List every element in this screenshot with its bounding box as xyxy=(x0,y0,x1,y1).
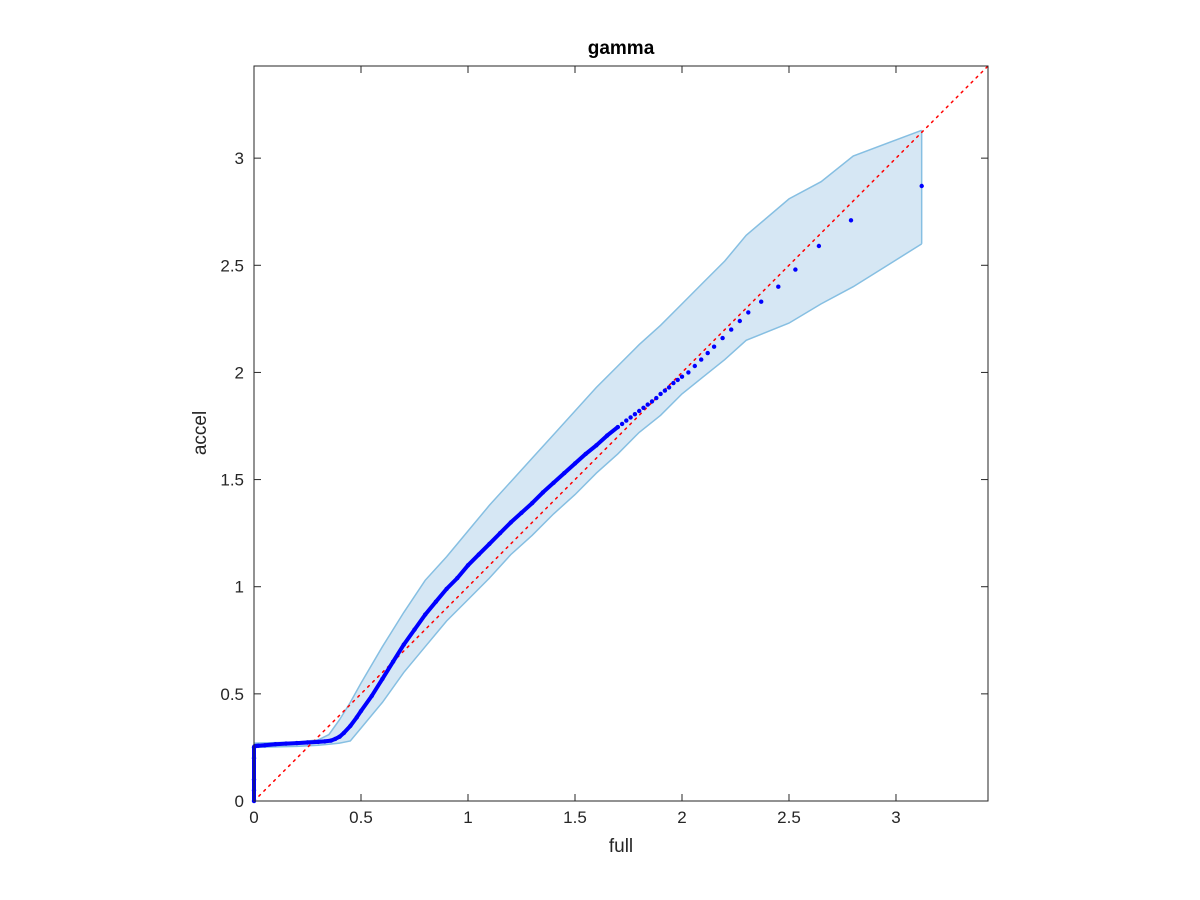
y-tick-label: 0 xyxy=(235,792,244,811)
data-point xyxy=(654,395,659,401)
data-point xyxy=(423,612,428,617)
data-point xyxy=(679,374,685,379)
x-tick-label: 0.5 xyxy=(349,808,373,827)
data-point xyxy=(615,424,620,430)
data-point xyxy=(793,267,798,272)
x-tick-label: 2.5 xyxy=(777,808,801,827)
data-point xyxy=(412,627,417,632)
data-point xyxy=(476,552,481,557)
data-point xyxy=(729,327,734,332)
y-tick-label: 1.5 xyxy=(220,471,244,490)
data-point xyxy=(919,183,924,189)
data-point xyxy=(746,310,751,315)
data-point xyxy=(848,218,854,223)
x-axis-label: full xyxy=(609,836,633,857)
data-point xyxy=(551,480,556,485)
data-point xyxy=(699,357,704,362)
y-axis-label: accel xyxy=(190,411,211,455)
data-point xyxy=(390,659,396,664)
data-point xyxy=(583,451,588,457)
data-point xyxy=(759,299,764,304)
axes-box xyxy=(253,65,989,802)
x-tick-label: 2 xyxy=(677,808,686,827)
reference-line xyxy=(253,65,989,802)
data-point xyxy=(322,739,327,744)
data-point xyxy=(369,693,374,699)
data-point xyxy=(671,380,676,386)
data-point xyxy=(686,370,691,375)
x-tick-label: 1.5 xyxy=(563,808,587,827)
data-point xyxy=(262,743,267,748)
data-point xyxy=(328,738,334,743)
data-point xyxy=(433,599,439,604)
data-point xyxy=(692,363,697,369)
data-point xyxy=(333,736,338,742)
confidence-band-fill xyxy=(254,130,922,748)
data-point xyxy=(562,470,567,476)
data-point xyxy=(444,586,449,592)
data-point xyxy=(816,243,822,249)
y-tick-label: 0.5 xyxy=(220,685,244,704)
data-point xyxy=(649,399,655,404)
y-tick-label: 3 xyxy=(235,149,244,168)
data-point xyxy=(624,418,629,423)
data-point xyxy=(256,743,261,748)
data-point xyxy=(594,443,599,448)
data-point xyxy=(294,740,299,746)
x-tick-label: 1 xyxy=(463,808,472,827)
x-tick-label: 0 xyxy=(249,808,258,827)
data-point xyxy=(305,740,310,745)
data-point xyxy=(487,541,492,547)
data-point xyxy=(508,520,513,525)
data-point xyxy=(341,730,347,736)
data-point xyxy=(711,344,717,349)
data-point xyxy=(705,350,710,356)
data-point xyxy=(401,642,406,647)
x-tick-label: 3 xyxy=(891,808,900,827)
data-point xyxy=(380,676,385,682)
data-point xyxy=(316,739,321,745)
data-point xyxy=(572,461,578,466)
y-tick-label: 2.5 xyxy=(220,256,244,275)
data-point xyxy=(675,377,680,383)
chart-title: gamma xyxy=(588,38,655,59)
data-point xyxy=(540,490,546,495)
data-point xyxy=(348,723,353,729)
y-tick-label: 2 xyxy=(235,363,244,382)
data-point xyxy=(666,385,672,390)
data-point xyxy=(519,510,524,515)
data-point xyxy=(455,575,460,581)
data-point xyxy=(283,741,289,746)
data-point xyxy=(465,563,471,568)
data-point xyxy=(637,408,642,414)
data-point xyxy=(720,335,725,341)
data-point xyxy=(530,500,535,506)
data-point xyxy=(628,415,633,420)
confidence-band-upper xyxy=(253,129,922,744)
data-point xyxy=(737,318,742,324)
data-point xyxy=(641,405,646,410)
data-point xyxy=(632,412,638,417)
data-point xyxy=(619,421,625,427)
data-point xyxy=(662,388,668,393)
data-point xyxy=(658,391,663,397)
data-point xyxy=(645,402,650,407)
data-point xyxy=(358,708,364,714)
data-point xyxy=(776,284,781,289)
data-point xyxy=(354,715,359,720)
data-point xyxy=(604,433,610,438)
confidence-band-lower xyxy=(253,243,923,749)
data-point xyxy=(337,734,342,739)
data-point xyxy=(497,530,503,536)
data-point xyxy=(273,742,278,747)
y-tick-label: 1 xyxy=(235,578,244,597)
